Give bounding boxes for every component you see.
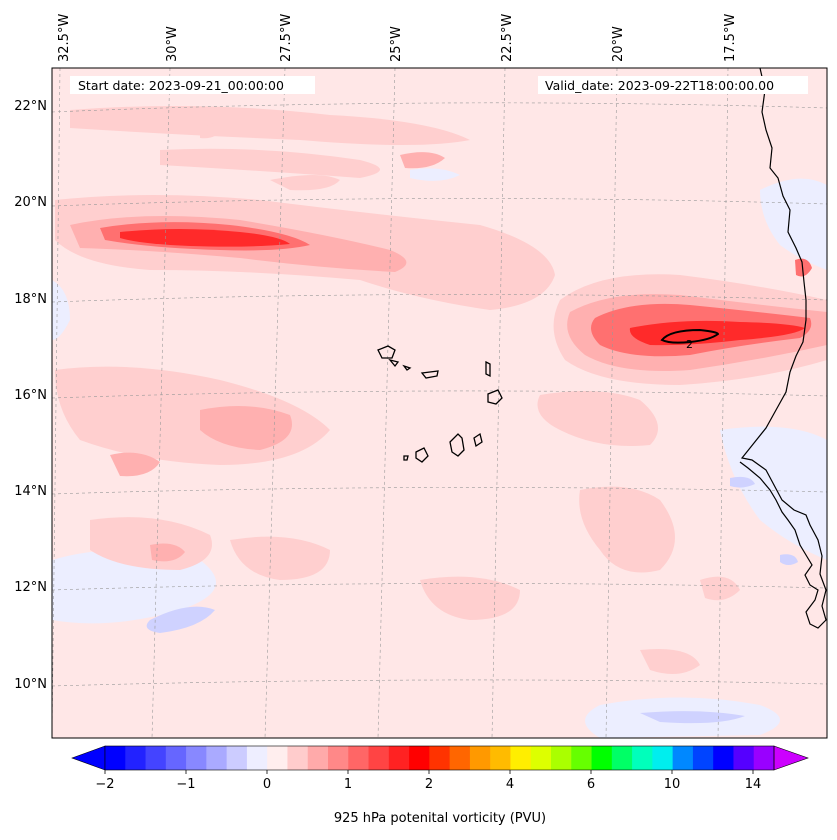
colorbar-cell (125, 746, 147, 770)
lat-label: 16°N (14, 388, 47, 403)
colorbar: −2 −1 0 1 2 4 6 10 14 925 hPa potenital vorticit… (71, 745, 809, 826)
plot-area: 2 (52, 68, 827, 738)
colorbar-cell (632, 746, 653, 770)
colorbar-cell (753, 746, 775, 770)
lon-label: 32.5°W (57, 14, 72, 62)
lat-label: 18°N (14, 292, 47, 307)
colorbar-cell (449, 746, 471, 770)
lon-label: 30°W (165, 26, 180, 62)
colorbar-cell (733, 746, 755, 770)
colorbar-cell (267, 746, 288, 770)
lon-label: 17.5°W (723, 14, 738, 62)
colorbar-cell (287, 746, 309, 770)
colorbar-cell (165, 746, 187, 770)
negative-pv-cores (146, 476, 798, 724)
lon-label: 20°W (611, 26, 626, 62)
cape-verde-islands (377, 345, 503, 463)
lon-label: 22.5°W (500, 14, 515, 62)
colorbar-tick-label: 2 (425, 777, 433, 792)
colorbar-cell (591, 746, 613, 770)
colorbar-cell (206, 746, 228, 770)
colorbar-cell (611, 746, 633, 770)
colorbar-cell (348, 746, 370, 770)
colorbar-cell (328, 746, 349, 770)
colorbar-cells (105, 746, 775, 770)
lon-label: 27.5°W (279, 14, 294, 62)
colorbar-cell (672, 746, 694, 770)
longitude-labels: 32.5°W 30°W 27.5°W 25°W 22.5°W 20°W 17.5… (57, 14, 738, 62)
negative-pv-patches (52, 168, 827, 738)
colorbar-cell (388, 746, 410, 770)
lat-label: 14°N (14, 484, 47, 499)
colorbar-cell (307, 746, 329, 770)
colorbar-cell (510, 746, 532, 770)
valid-date-box (538, 76, 808, 94)
colorbar-cell (490, 746, 511, 770)
colorbar-cell (145, 746, 167, 770)
graticule (52, 68, 827, 738)
colorbar-cell (246, 746, 268, 770)
colorbar-tick-label: 6 (587, 777, 595, 792)
latitude-labels: 22°N 20°N 18°N 16°N 14°N 12°N 10°N (14, 99, 47, 692)
lat-label: 10°N (14, 677, 47, 692)
start-date-text: Start date: 2023-09-21_00:00:00 (78, 78, 284, 93)
colorbar-tick-label: 0 (263, 777, 271, 792)
colorbar-cell (692, 746, 714, 770)
colorbar-cell (429, 746, 451, 770)
coastline-west-africa (739, 68, 827, 629)
colorbar-cell (530, 746, 552, 770)
colorbar-tick-label: 4 (506, 777, 514, 792)
plot-frame (51, 67, 828, 739)
colorbar-cell (571, 746, 593, 770)
colorbar-ticks: −2 −1 0 1 2 4 6 10 14 (95, 770, 761, 792)
colorbar-tick-label: 14 (745, 777, 762, 792)
colorbar-extend-high (773, 745, 809, 771)
colorbar-cell (551, 746, 572, 770)
colorbar-cell (105, 746, 126, 770)
contour-label: 2 (686, 338, 693, 351)
colorbar-tick-label: 1 (344, 777, 352, 792)
colorbar-cell (409, 746, 430, 770)
lat-label: 22°N (14, 99, 47, 114)
colorbar-tick-label: −2 (95, 777, 114, 792)
lon-label: 25°W (389, 26, 404, 62)
colorbar-cell (652, 746, 674, 770)
start-date-box (70, 76, 315, 94)
colorbar-extend-low (71, 745, 106, 771)
colorbar-cell (469, 746, 491, 770)
colorbar-outline (104, 745, 775, 771)
colorbar-cell (713, 746, 734, 770)
lat-label: 20°N (14, 195, 47, 210)
colorbar-label: 925 hPa potenital vorticity (PVU) (334, 811, 546, 826)
colorbar-tick-label: −1 (176, 777, 195, 792)
pv-2-contour (660, 328, 720, 344)
colorbar-cell (226, 746, 248, 770)
lat-label: 12°N (14, 580, 47, 595)
colorbar-cell (186, 746, 207, 770)
colorbar-tick-label: 10 (664, 777, 681, 792)
colorbar-cell (368, 746, 390, 770)
valid-date-text: Valid_date: 2023-09-22T18:00:00.00 (545, 78, 774, 93)
